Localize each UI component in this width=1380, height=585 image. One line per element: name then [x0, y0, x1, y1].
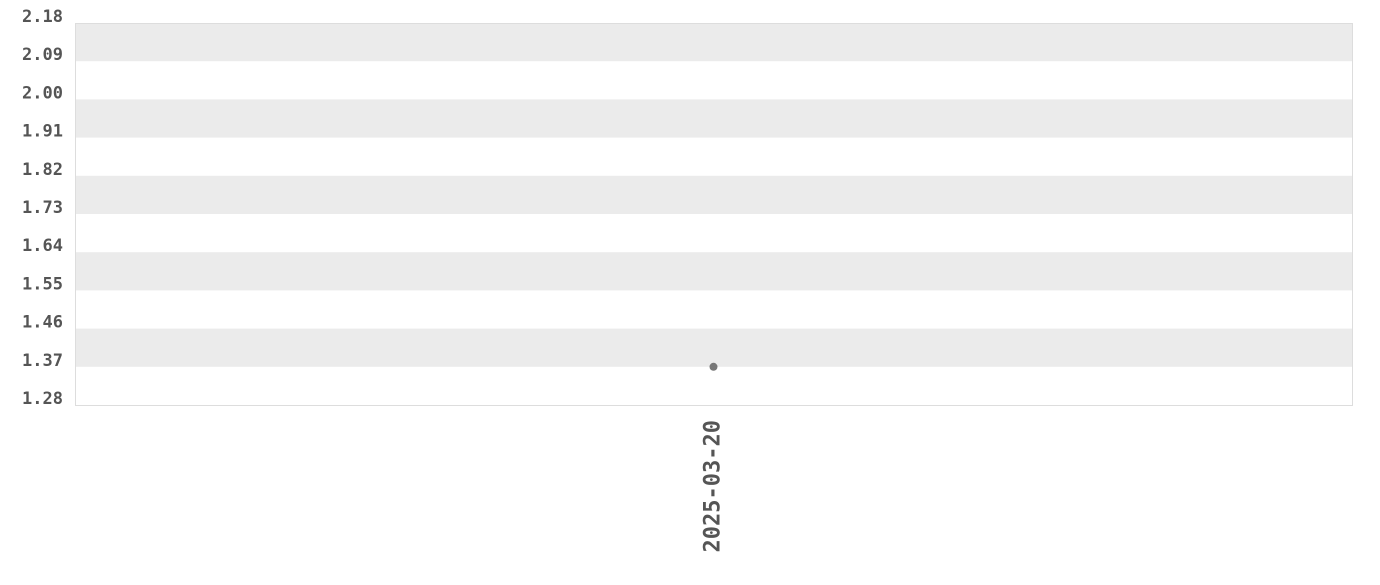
y-axis: 2.18 2.09 2.00 1.91 1.82 1.73 1.64 1.55 1.46 1.37… — [22, 7, 63, 409]
y-tick-label: 1.28 — [22, 389, 63, 409]
y-tick-label: 2.09 — [22, 45, 63, 65]
grid-bands — [75, 23, 1352, 367]
grid-band — [75, 99, 1352, 138]
data-point — [709, 362, 718, 371]
grid-band — [75, 328, 1352, 367]
y-tick-label: 1.82 — [22, 160, 63, 180]
y-tick-label: 2.18 — [22, 7, 63, 27]
x-tick-label: 2025-03-20 — [701, 420, 726, 552]
grid-band — [75, 175, 1352, 214]
y-tick-label: 1.91 — [22, 122, 63, 142]
y-tick-label: 1.46 — [22, 313, 63, 333]
y-tick-label: 1.55 — [22, 274, 63, 294]
plot-frame — [75, 23, 1353, 406]
y-tick-label: 1.37 — [22, 351, 63, 371]
grid-band — [75, 23, 1352, 62]
y-tick-label: 1.73 — [22, 198, 63, 218]
x-axis: 2025-03-20 — [701, 420, 726, 552]
grid-band — [75, 252, 1352, 291]
data-points — [709, 362, 718, 371]
y-tick-label: 1.64 — [22, 236, 63, 256]
y-tick-label: 2.00 — [22, 83, 63, 103]
